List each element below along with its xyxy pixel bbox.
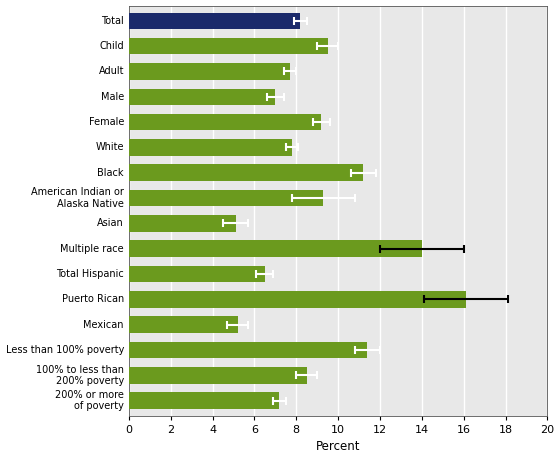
Bar xyxy=(129,164,363,181)
Bar xyxy=(129,392,279,409)
Bar xyxy=(129,367,307,384)
Bar xyxy=(129,38,328,54)
Bar xyxy=(129,139,292,156)
Bar xyxy=(129,291,466,308)
Bar xyxy=(129,12,300,29)
Bar xyxy=(129,241,422,257)
Bar xyxy=(129,342,367,358)
Bar xyxy=(129,316,237,333)
X-axis label: Percent: Percent xyxy=(316,441,360,453)
Bar xyxy=(129,190,324,206)
Bar xyxy=(129,266,265,282)
Bar xyxy=(129,114,321,130)
Bar xyxy=(129,63,290,80)
Bar xyxy=(129,89,276,105)
Bar xyxy=(129,215,236,232)
